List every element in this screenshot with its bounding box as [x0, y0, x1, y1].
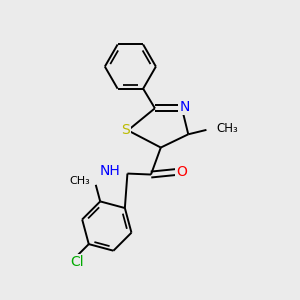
Text: CH₃: CH₃: [216, 122, 238, 135]
Text: CH₃: CH₃: [69, 176, 90, 186]
Text: NH: NH: [100, 164, 121, 178]
Text: S: S: [121, 123, 130, 137]
Text: O: O: [176, 165, 187, 179]
Text: Cl: Cl: [70, 255, 83, 269]
Text: N: N: [179, 100, 190, 114]
